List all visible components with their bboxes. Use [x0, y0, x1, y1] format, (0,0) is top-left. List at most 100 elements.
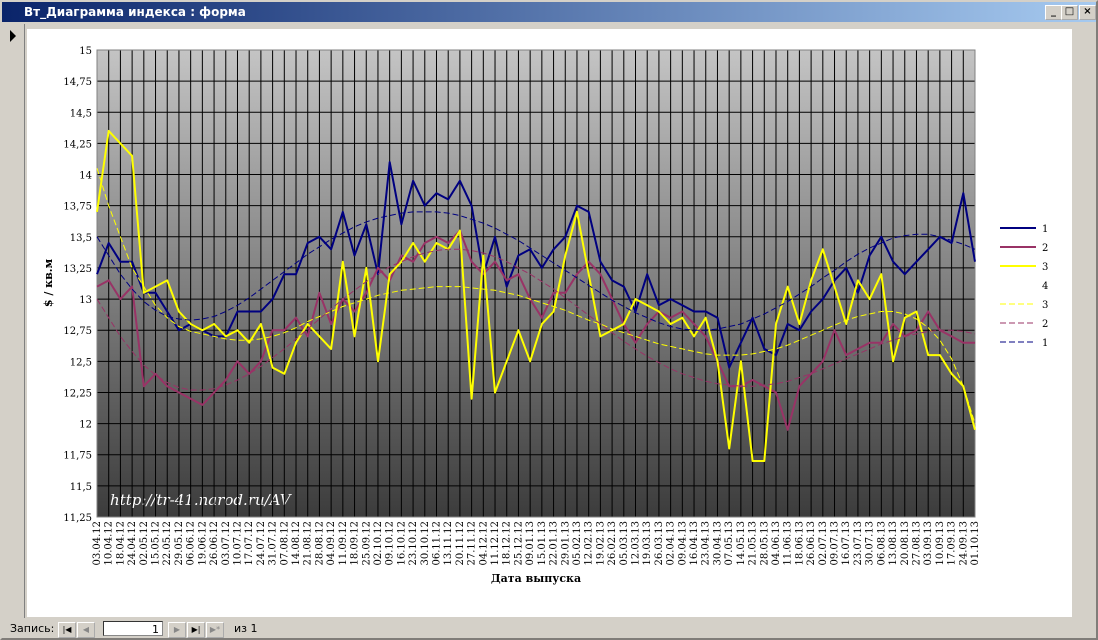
x-tick-label: 15.01.13 [537, 521, 548, 566]
x-tick-label: 11.09.12 [338, 521, 349, 566]
x-tick-label: 13.08.13 [888, 521, 899, 566]
x-tick-label: 09.07.13 [830, 521, 841, 566]
maximize[interactable]: □ [1061, 5, 1078, 20]
legend-label: 2 [1042, 319, 1048, 330]
x-tick-label: 18.09.12 [350, 521, 361, 566]
plot-area [97, 50, 975, 517]
trend-line [96, 211, 976, 331]
x-tick-label: 24.07.12 [256, 521, 267, 566]
x-tick-label: 21.08.12 [303, 521, 314, 566]
x-tick-label: 20.11.12 [455, 521, 466, 566]
x-tick-label: 04.06.13 [771, 521, 782, 566]
x-tick-label: 06.08.13 [876, 521, 887, 566]
prev-record[interactable]: ◀ [77, 622, 95, 638]
x-tick-label: 21.05.13 [748, 521, 759, 566]
watermark: http://tr-41.narod.ru/AV [110, 491, 293, 509]
x-tick-label: 30.04.13 [712, 521, 723, 566]
close[interactable]: × [1079, 5, 1096, 20]
x-tick-label: 18.06.13 [794, 521, 805, 566]
x-tick-label: 03.09.13 [923, 521, 934, 566]
x-tick-label: 23.04.13 [701, 521, 712, 566]
x-tick-label: 28.08.12 [314, 521, 325, 566]
y-tick-label: 15 [79, 46, 92, 57]
record-count: из 1 [234, 622, 258, 635]
x-tick-label: 06.11.12 [431, 521, 442, 566]
y-tick-label: 11,25 [63, 513, 92, 524]
trend-line [96, 168, 976, 424]
chart: http://tr-41.narod.ru/AV $ / кв.м Дата в… [42, 46, 1048, 585]
window-title: Вт_Диаграмма индекса : форма [24, 5, 246, 19]
x-tick-label: 16.10.12 [396, 521, 407, 566]
x-tick-label: 05.03.13 [619, 521, 630, 566]
record-selector[interactable] [4, 24, 25, 618]
x-tick-label: 06.06.12 [186, 521, 197, 566]
x-tick-label: 16.07.13 [841, 521, 852, 566]
x-axis-title: Дата выпуска [491, 572, 581, 585]
x-tick-label: 09.10.12 [385, 521, 396, 566]
x-tick-label: 04.09.12 [326, 521, 337, 566]
x-tick-label: 26.03.13 [654, 521, 665, 566]
x-tick-label: 25.09.12 [361, 521, 372, 566]
x-tick-label: 31.07.12 [268, 521, 279, 566]
x-tick-label: 30.07.13 [865, 521, 876, 566]
next-record[interactable]: ▶ [168, 622, 186, 638]
last-record[interactable]: ▶| [187, 622, 205, 638]
title-bar: Вт_Диаграмма индекса : форма _ □ × [2, 2, 1096, 22]
series-line [96, 161, 976, 369]
x-tick-label: 10.07.12 [232, 521, 243, 566]
x-tick-label: 24.09.13 [958, 521, 969, 566]
y-tick-label: 11,75 [63, 451, 92, 462]
y-tick-label: 13 [79, 295, 92, 306]
record-input[interactable]: 1 [103, 621, 163, 636]
x-tick-label: 27.11.12 [467, 521, 478, 566]
x-tick-label: 18.04.12 [115, 521, 126, 566]
x-tick-label: 25.12.12 [513, 521, 524, 566]
x-tick-label: 15.05.12 [151, 521, 162, 566]
x-tick-label: 24.04.12 [127, 521, 138, 566]
new-record[interactable]: ▶* [206, 622, 224, 638]
y-tick-label: 13,75 [63, 202, 92, 213]
x-tick-label: 29.01.13 [560, 521, 571, 566]
x-tick-label: 16.04.13 [689, 521, 700, 566]
x-tick-label: 26.02.13 [607, 521, 618, 566]
y-tick-label: 13,25 [63, 264, 92, 275]
x-tick-label: 19.02.13 [595, 521, 606, 566]
x-tick-label: 09.04.13 [677, 521, 688, 566]
x-tick-label: 22.05.12 [162, 521, 173, 566]
x-tick-label: 20.08.13 [900, 521, 911, 566]
x-tick-label: 12.03.13 [631, 521, 642, 566]
x-tick-label: 10.09.13 [935, 521, 946, 566]
x-tick-label: 19.06.12 [197, 521, 208, 566]
x-tick-label: 09.01.13 [525, 521, 536, 566]
series-line [96, 229, 975, 431]
record-nav: Запись: |◀ ◀ 1 ▶ ▶| ▶* из 1 [2, 618, 1096, 640]
legend-label: 3 [1042, 262, 1048, 273]
x-tick-label: 01.10.13 [970, 521, 981, 566]
y-tick-label: 14,75 [63, 77, 92, 88]
first-record[interactable]: |◀ [58, 622, 76, 638]
y-tick-label: 12,25 [63, 388, 92, 399]
x-tick-label: 02.05.12 [139, 521, 150, 566]
x-tick-label: 13.11.12 [443, 521, 454, 566]
y-axis-title: $ / кв.м [42, 258, 55, 307]
plot-border [96, 49, 976, 518]
x-tick-label: 28.05.13 [759, 521, 770, 566]
x-tick-label: 11.12.12 [490, 521, 501, 566]
x-tick-label: 14.08.12 [291, 521, 302, 566]
x-tick-label: 26.06.12 [209, 521, 220, 566]
y-tick-label: 12 [79, 420, 92, 431]
x-tick-label: 12.02.13 [584, 521, 595, 566]
x-tick-label: 04.12.12 [478, 521, 489, 566]
series-line [96, 129, 976, 462]
legend-label: 1 [1042, 224, 1048, 235]
nav-buttons-2: ▶ ▶| ▶* [168, 622, 224, 638]
y-tick-label: 12,75 [63, 326, 92, 337]
x-tick-label: 02.07.13 [818, 521, 829, 566]
x-tick-label: 07.08.12 [279, 521, 290, 566]
x-tick-label: 27.08.13 [911, 521, 922, 566]
x-tick-label: 05.02.13 [572, 521, 583, 566]
x-tick-label: 10.04.12 [104, 521, 115, 566]
y-tick-label: 14,5 [70, 108, 92, 119]
x-tick-label: 17.09.13 [947, 521, 958, 566]
x-tick-label: 23.07.13 [853, 521, 864, 566]
